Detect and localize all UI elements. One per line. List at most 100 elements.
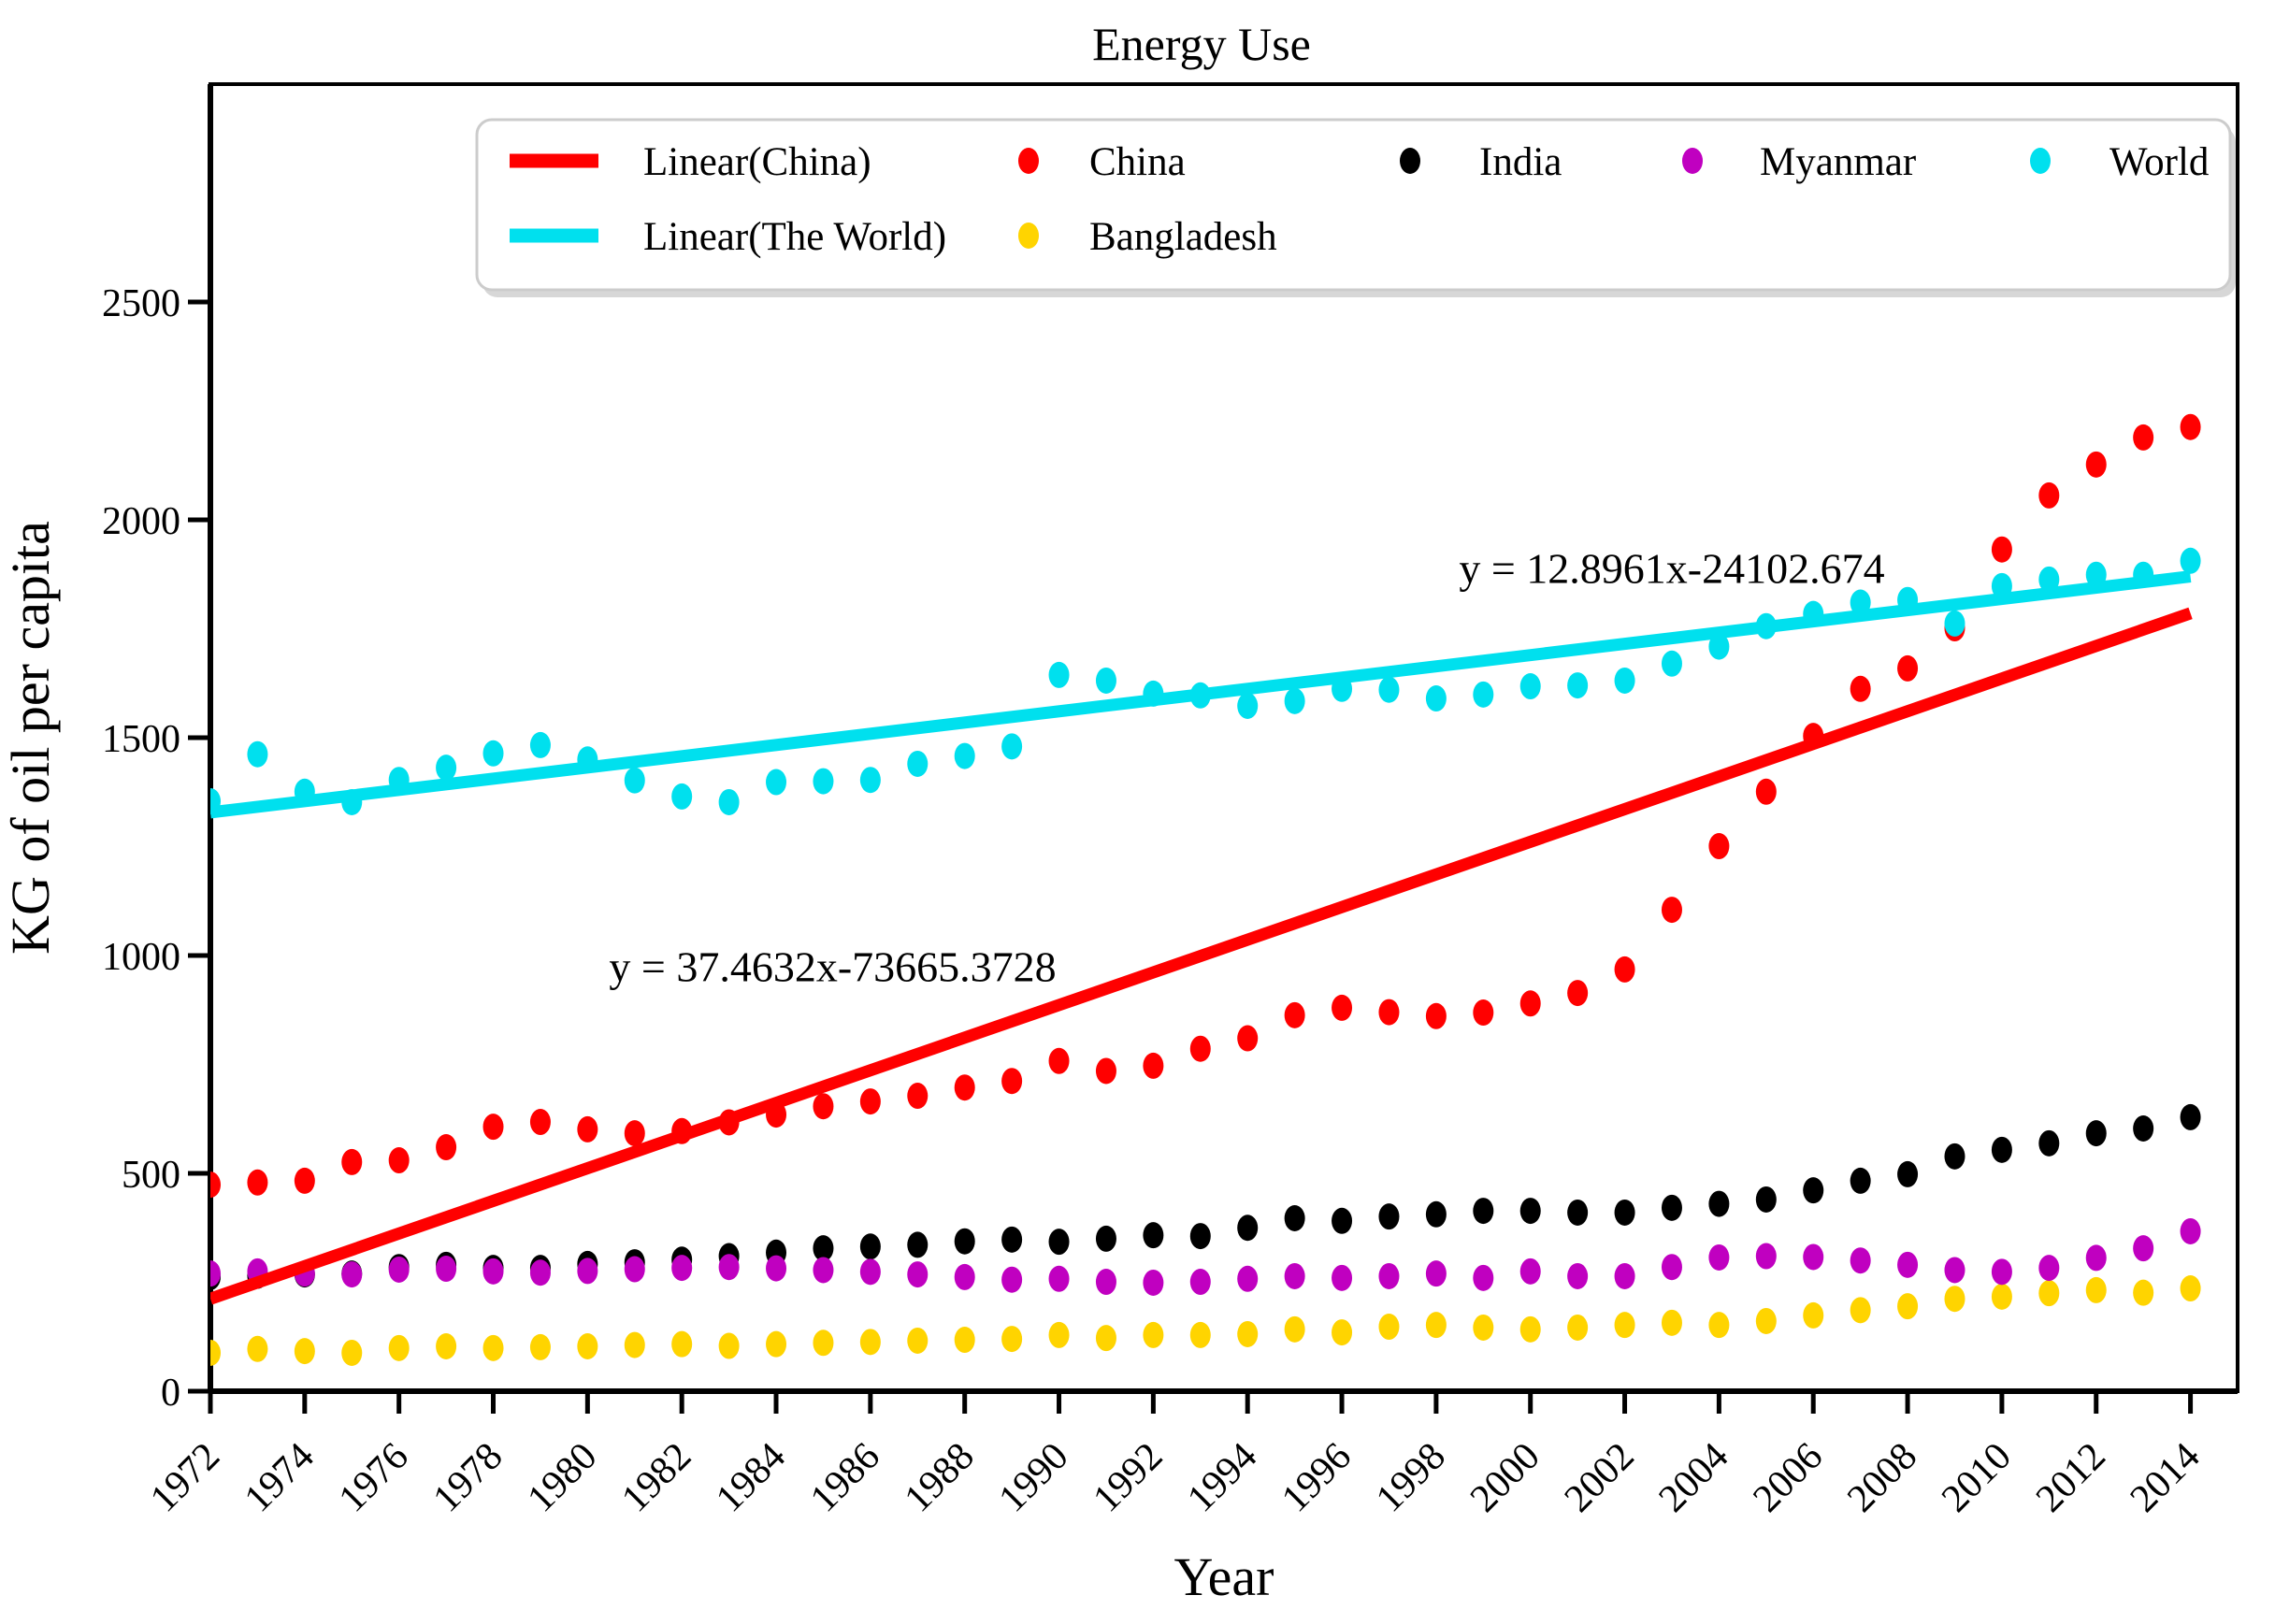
trend-lines: [210, 570, 2193, 1305]
point-world-1985: [813, 768, 834, 795]
point-china-1977: [436, 1134, 457, 1161]
point-bangladesh-1974: [294, 1338, 315, 1365]
point-bangladesh-1977: [436, 1333, 457, 1360]
point-world-1981: [624, 767, 645, 794]
point-myanmar-1994: [1237, 1265, 1259, 1292]
point-bangladesh-1979: [529, 1333, 551, 1360]
point-china-2003: [1661, 897, 1682, 924]
point-bangladesh-1985: [813, 1329, 834, 1357]
point-bangladesh-1983: [718, 1332, 740, 1359]
point-world-1982: [671, 783, 693, 810]
legend-dot-myanmar: [1682, 148, 1703, 174]
point-india-2013: [2133, 1115, 2154, 1143]
point-india-2008: [1897, 1160, 1919, 1187]
trendline-equations: y = 37.4632x-73665.3728 y = 12.8961x-2410…: [609, 544, 1884, 990]
point-myanmar-1978: [482, 1258, 504, 1285]
point-myanmar-1998: [1425, 1260, 1447, 1287]
x-tick-label: 2002: [1557, 1435, 1643, 1521]
point-bangladesh-1984: [766, 1330, 787, 1358]
x-tick-label: 2000: [1462, 1435, 1548, 1521]
x-axis-label: Year: [1174, 1546, 1274, 1607]
legend-label-bangladesh: Bangladesh: [1089, 215, 1277, 259]
point-india-2003: [1661, 1194, 1682, 1221]
x-tick-label: 1972: [142, 1435, 228, 1521]
point-china-2012: [2085, 451, 2107, 478]
point-myanmar-2008: [1897, 1251, 1919, 1278]
point-world-1999: [1473, 681, 1494, 708]
point-china-2004: [1708, 833, 1730, 860]
point-china-1989: [1001, 1068, 1023, 1095]
point-world-1990: [1048, 661, 1070, 688]
point-china-2000: [1519, 990, 1541, 1017]
point-china-1975: [341, 1148, 363, 1175]
point-myanmar-1993: [1189, 1269, 1211, 1296]
point-world-2003: [1661, 650, 1682, 677]
point-china-1985: [813, 1093, 834, 1120]
point-bangladesh-1989: [1001, 1326, 1023, 1353]
point-myanmar-1972: [210, 1260, 221, 1287]
x-tick-label: 1976: [331, 1435, 417, 1521]
point-world-1997: [1378, 676, 1400, 703]
point-india-2009: [1944, 1143, 1965, 1170]
point-bangladesh-2002: [1614, 1312, 1635, 1339]
point-china-1998: [1425, 1002, 1447, 1029]
point-world-1977: [436, 755, 457, 782]
point-china-2011: [2038, 481, 2060, 509]
legend-label-world: World: [2109, 140, 2209, 184]
point-world-1991: [1095, 667, 1116, 694]
x-tick-label: 1982: [613, 1435, 699, 1521]
point-myanmar-2009: [1944, 1257, 1965, 1284]
legend: Linear(China) Linear(The World) China Bangl…: [475, 118, 2236, 297]
point-bangladesh-2000: [1519, 1315, 1541, 1343]
point-myanmar-1989: [1001, 1266, 1023, 1293]
point-world-1994: [1237, 692, 1259, 719]
point-bangladesh-2013: [2133, 1279, 2154, 1306]
point-india-1995: [1284, 1204, 1305, 1231]
y-tick-label: 2500: [102, 282, 180, 325]
point-myanmar-2013: [2133, 1235, 2154, 1262]
point-china-1999: [1473, 999, 1494, 1027]
trendline-world: [210, 570, 2192, 819]
x-tick-label: 2008: [1839, 1435, 1925, 1521]
point-china-2007: [1850, 675, 1871, 702]
point-myanmar-2004: [1708, 1243, 1730, 1271]
point-myanmar-1979: [529, 1259, 551, 1286]
point-world-2011: [2038, 566, 2060, 593]
trendline-china: [210, 607, 2193, 1305]
point-myanmar-1983: [718, 1254, 740, 1281]
point-world-2000: [1519, 673, 1541, 700]
point-china-2002: [1614, 956, 1635, 983]
point-world-1984: [766, 769, 787, 796]
point-china-1980: [577, 1115, 598, 1143]
x-tick-label: 2012: [2028, 1435, 2114, 1521]
legend-label-linear-china-: Linear(China): [643, 140, 871, 184]
y-tick-label: 500: [122, 1154, 180, 1197]
china-trendline-equation: y = 37.4632x-73665.3728: [609, 943, 1056, 991]
x-tick-label: 1998: [1368, 1435, 1454, 1521]
x-tick-label: 1990: [991, 1435, 1077, 1521]
point-bangladesh-2010: [1991, 1283, 2012, 1310]
point-china-1981: [624, 1120, 645, 1147]
point-india-1990: [1048, 1229, 1070, 1256]
point-india-2005: [1755, 1186, 1777, 1213]
point-bangladesh-2001: [1567, 1314, 1589, 1341]
point-india-2012: [2085, 1120, 2107, 1147]
point-myanmar-1980: [577, 1258, 598, 1285]
point-world-1983: [718, 788, 740, 815]
y-tick-label: 2000: [102, 500, 180, 543]
x-tick-label: 2006: [1745, 1435, 1831, 1521]
point-world-1989: [1001, 733, 1023, 760]
point-china-1992: [1143, 1052, 1164, 1079]
point-china-1972: [210, 1171, 221, 1199]
point-china-2008: [1897, 654, 1919, 682]
point-world-1973: [247, 740, 268, 768]
point-myanmar-1992: [1143, 1269, 1164, 1296]
point-bangladesh-2009: [1944, 1286, 1965, 1313]
chart-title: Energy Use: [1092, 18, 1311, 70]
legend-dot-china: [1018, 148, 1039, 174]
point-myanmar-1981: [624, 1256, 645, 1283]
point-bangladesh-1990: [1048, 1321, 1070, 1348]
legend-label-myanmar: Myanmar: [1760, 140, 1916, 184]
x-tick-label: 1988: [897, 1435, 983, 1521]
